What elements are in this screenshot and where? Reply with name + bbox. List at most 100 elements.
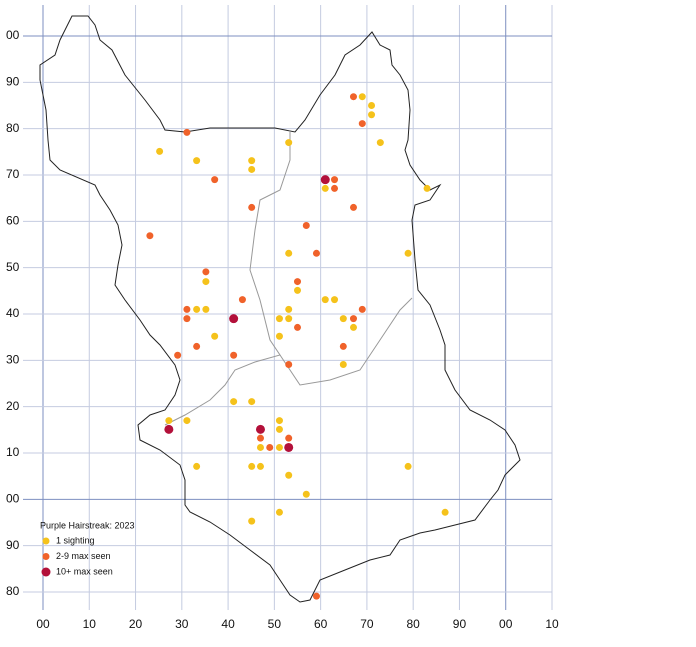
sighting-dot xyxy=(358,305,366,313)
sighting-dot xyxy=(349,315,357,323)
legend-swatch xyxy=(42,553,50,560)
sighting-dot xyxy=(211,332,219,340)
y-tick-label: 00 xyxy=(6,28,20,42)
y-tick-label: 00 xyxy=(6,492,20,506)
sighting-dot xyxy=(275,508,283,516)
legend-swatch xyxy=(41,567,51,577)
sighting-dot xyxy=(248,203,256,211)
sighting-dot xyxy=(321,296,329,304)
sighting-dot xyxy=(339,342,347,350)
y-tick-label: 50 xyxy=(6,260,20,274)
y-tick-label: 80 xyxy=(6,121,20,135)
sighting-dot xyxy=(202,268,210,276)
y-tick-label: 90 xyxy=(6,538,20,552)
sighting-dot xyxy=(256,443,264,451)
county-boundary xyxy=(39,15,521,603)
sighting-dot xyxy=(285,471,293,479)
sighting-dot xyxy=(255,424,265,434)
sighting-dot xyxy=(376,139,384,147)
sighting-dot xyxy=(294,286,301,294)
legend-label: 1 sighting xyxy=(56,535,95,545)
sighting-dot xyxy=(238,296,246,304)
sighting-dot xyxy=(193,157,201,165)
sighting-dot xyxy=(368,102,376,109)
sighting-dot xyxy=(294,278,301,286)
x-tick-label: 20 xyxy=(129,617,143,631)
sighting-dot xyxy=(164,424,174,434)
sighting-dot xyxy=(285,315,293,323)
x-tick-label: 70 xyxy=(360,617,374,631)
sighting-dot xyxy=(339,315,347,323)
legend: Purple Hairstreak: 2023 1 sighting 2-9 ma… xyxy=(40,520,135,577)
sighting-dot xyxy=(320,175,330,185)
x-tick-label: 10 xyxy=(83,617,97,631)
sighting-dot xyxy=(358,93,366,101)
sighting-dot xyxy=(202,305,210,313)
sighting-dot xyxy=(193,462,201,470)
sighting-dot xyxy=(302,222,310,230)
sighting-dot xyxy=(285,249,293,257)
sighting-dot xyxy=(248,462,256,470)
x-tick-label: 90 xyxy=(453,617,467,631)
sighting-dot xyxy=(183,417,191,425)
sighting-dot xyxy=(256,434,264,442)
district-boundary xyxy=(164,130,291,426)
sighting-dot xyxy=(183,128,191,136)
sighting-dot xyxy=(156,147,164,155)
y-tick-label: 40 xyxy=(6,306,20,320)
sighting-dot xyxy=(183,315,191,323)
y-tick-label: 30 xyxy=(6,353,20,367)
sighting-dot xyxy=(256,462,264,470)
x-tick-label: 50 xyxy=(268,617,282,631)
sighting-dot xyxy=(230,398,238,406)
x-tick-label: 60 xyxy=(314,617,328,631)
y-tick-label: 70 xyxy=(6,167,20,181)
sighting-dot xyxy=(248,157,256,165)
sighting-dot xyxy=(211,176,219,184)
sighting-dot xyxy=(266,443,274,451)
x-tick-label: 00 xyxy=(499,617,513,631)
x-tick-label: 30 xyxy=(175,617,189,631)
district-boundary xyxy=(279,297,413,386)
y-tick-label: 90 xyxy=(6,75,20,89)
sighting-dot xyxy=(285,139,293,147)
sighting-dot xyxy=(349,93,357,101)
sighting-dot xyxy=(404,249,412,257)
sighting-dot xyxy=(230,351,238,359)
sighting-dot xyxy=(368,111,376,119)
sighting-dot xyxy=(275,417,283,425)
sighting-dot xyxy=(349,323,357,331)
legend-swatch xyxy=(42,537,50,545)
sighting-dot xyxy=(302,490,310,498)
y-tick-label: 20 xyxy=(6,399,20,413)
sighting-dot xyxy=(423,184,431,192)
sighting-dot xyxy=(275,315,283,323)
y-tick-label: 80 xyxy=(6,584,20,598)
sighting-dot xyxy=(174,351,182,359)
sighting-dot xyxy=(285,305,293,313)
sighting-dot xyxy=(441,508,449,516)
legend-label: 10+ max seen xyxy=(56,566,113,576)
sighting-dot xyxy=(358,120,366,128)
sighting-dot xyxy=(321,184,329,192)
sighting-dot xyxy=(349,203,357,211)
y-tick-label: 60 xyxy=(6,214,20,228)
x-tick-label: 40 xyxy=(221,617,235,631)
legend-title: Purple Hairstreak: 2023 xyxy=(40,520,135,530)
x-tick-label: 10 xyxy=(545,617,559,631)
x-tick-label: 80 xyxy=(407,617,421,631)
sighting-dot xyxy=(275,425,283,433)
sighting-dot xyxy=(165,417,173,425)
sighting-dot xyxy=(193,305,201,313)
sighting-dot xyxy=(275,443,283,451)
x-tick-label: 00 xyxy=(36,617,50,631)
sighting-dot xyxy=(248,517,256,525)
sighting-dot xyxy=(331,296,339,304)
sighting-dot xyxy=(146,232,154,240)
sighting-dot xyxy=(294,323,301,331)
sighting-dot xyxy=(248,398,256,406)
sighting-dot xyxy=(285,434,293,442)
sighting-dot xyxy=(229,314,239,324)
sighting-dot xyxy=(248,165,256,173)
